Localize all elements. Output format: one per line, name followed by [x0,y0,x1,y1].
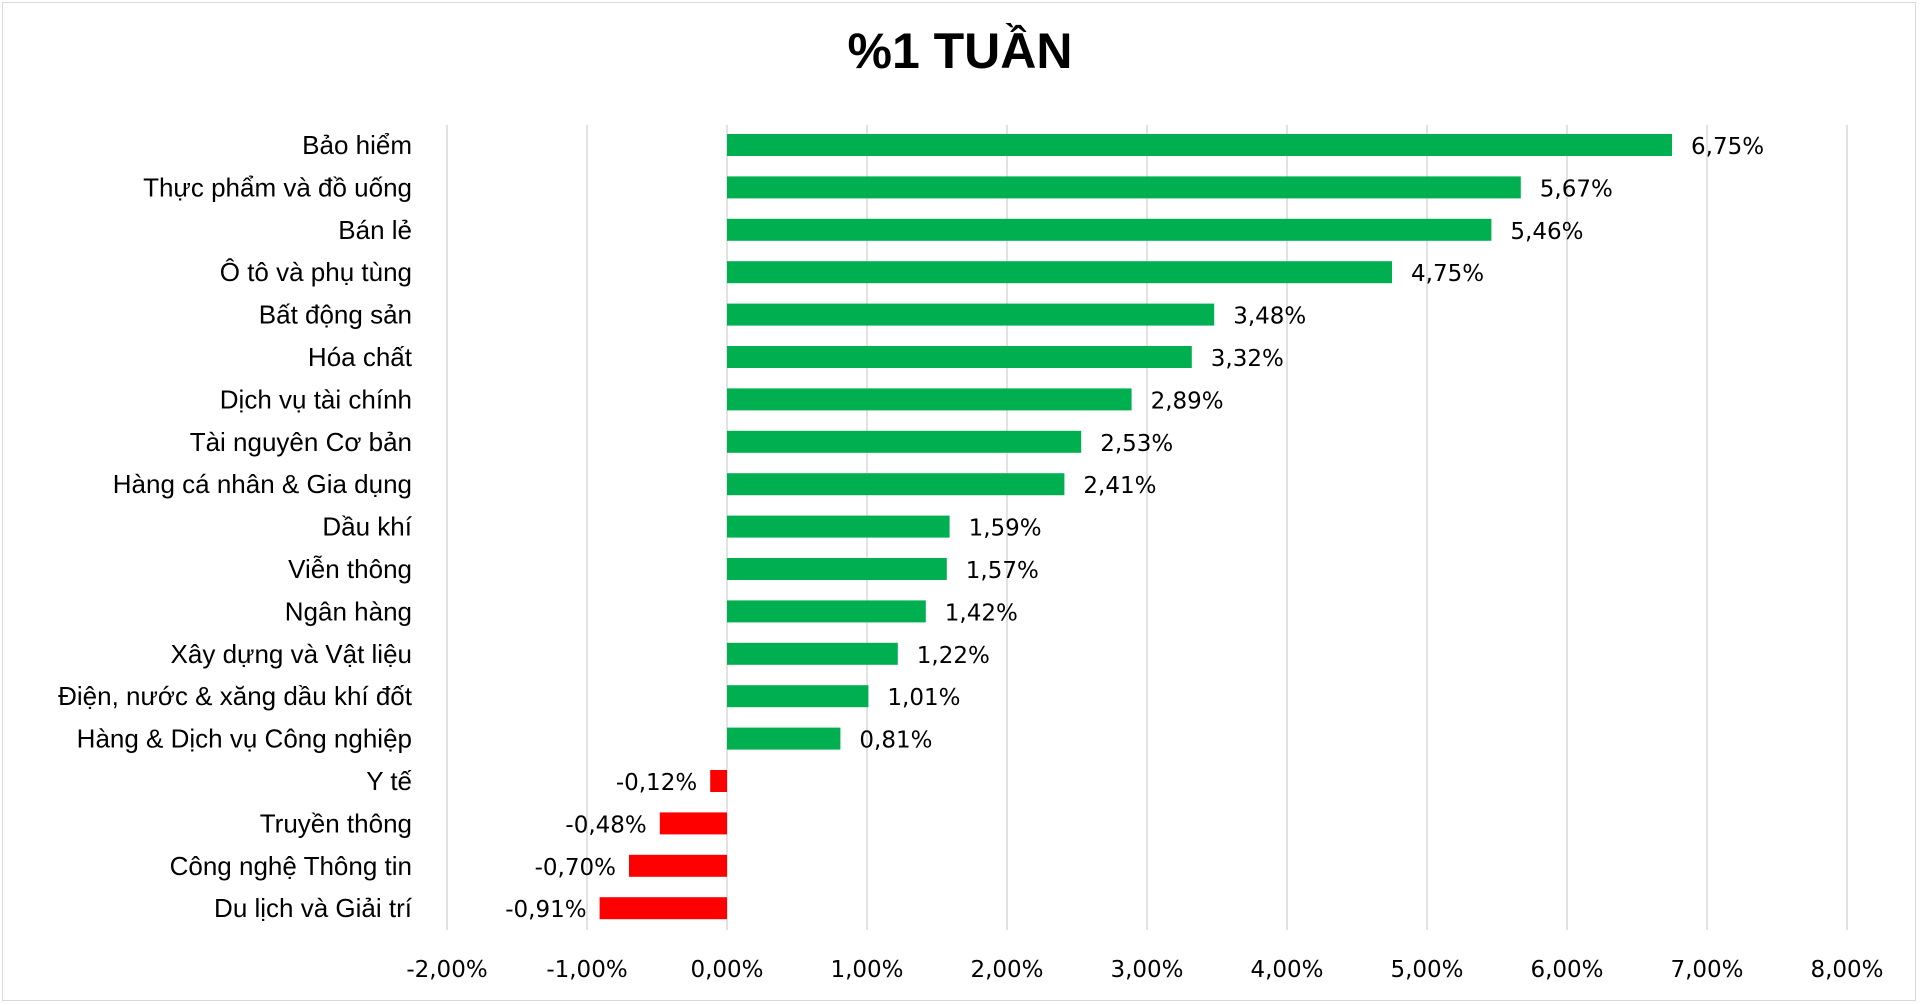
data-label: 4,75% [1411,261,1484,287]
data-label: 1,01% [887,685,960,711]
bar [727,642,898,665]
data-label: -0,70% [535,855,616,881]
category-label: Y tế [366,766,412,796]
bar [599,897,727,920]
bar [727,558,947,580]
bar [629,854,727,877]
category-label: Bảo hiểm [302,130,412,160]
x-tick-labels: -2,00% -1,00% 0,00% 1,00% 2,00% 3,00% 4,00% 5,0… [406,957,1883,983]
data-label: 1,22% [917,643,990,669]
x-tick-label: 7,00% [1670,957,1743,983]
data-label: 3,32% [1211,346,1284,372]
category-label: Truyền thông [260,808,412,838]
category-label: Dịch vụ tài chính [220,384,412,414]
bar [727,515,950,538]
x-tick-label: 6,00% [1530,957,1603,983]
data-label: 2,89% [1151,388,1224,414]
data-label: 2,53% [1100,431,1173,457]
category-label: Hóa chất [308,342,413,372]
data-label: -0,91% [505,897,586,923]
chart-title: %1 TUẦN [847,23,1073,79]
category-label: Hàng & Dịch vụ Công nghiệp [77,724,412,754]
x-tick-label: -2,00% [406,957,487,983]
category-label: Thực phẩm và đồ uống [143,172,412,202]
bar [727,727,841,750]
x-tick-label: 5,00% [1390,957,1463,983]
data-label: -0,12% [616,770,697,796]
bar [727,134,1672,156]
category-label: Ô tô và phụ tùng [220,257,412,287]
x-tick-label: 3,00% [1110,957,1183,983]
x-tick-label: 0,00% [690,957,763,983]
x-tick-label: 1,00% [830,957,903,983]
category-label: Du lịch và Giải trí [214,893,413,923]
category-label: Xây dựng và Vật liệu [171,639,412,669]
data-label: 0,81% [859,728,932,754]
data-label: 5,67% [1540,176,1613,202]
category-labels: Bảo hiểm Thực phẩm và đồ uống Bán lẻ Ô tô v… [58,130,413,923]
data-label: 5,46% [1510,219,1583,245]
bars [599,134,1672,920]
bar [727,303,1215,326]
x-tick-label: -1,00% [546,957,627,983]
x-tick-label: 4,00% [1250,957,1323,983]
category-label: Công nghệ Thông tin [170,851,412,881]
category-label: Điện, nước & xăng dầu khí đốt [58,681,413,711]
data-label: 1,42% [945,600,1018,626]
bar [710,770,727,792]
x-tick-label: 8,00% [1810,957,1883,983]
bar [727,346,1192,368]
data-label: 3,48% [1233,304,1306,330]
bar [727,261,1392,284]
bar [727,685,869,708]
bar [727,600,926,623]
bar [727,218,1492,241]
category-label: Viễn thông [288,554,412,584]
x-tick-label: 2,00% [970,957,1043,983]
category-label: Hàng cá nhân & Gia dụng [113,469,412,499]
bar [727,473,1065,496]
data-label: 1,57% [966,558,1039,584]
category-label: Bán lẻ [338,215,412,245]
category-label: Bất động sản [259,300,412,330]
data-label: -0,48% [565,812,646,838]
bar [659,812,727,835]
category-label: Dầu khí [322,512,412,542]
data-label: 1,59% [969,516,1042,542]
category-label: Tài nguyên Cơ bản [190,427,412,457]
data-label: 2,41% [1083,473,1156,499]
bar [727,430,1082,453]
data-label: 6,75% [1691,134,1764,160]
bar [727,388,1132,411]
category-label: Ngân hàng [285,596,412,626]
gridlines [446,125,1848,930]
value-labels: 6,75% 5,67% 5,46% 4,75% 3,48% 3,32% 2,89% 2,53%… [505,134,1764,923]
bar [727,176,1521,199]
